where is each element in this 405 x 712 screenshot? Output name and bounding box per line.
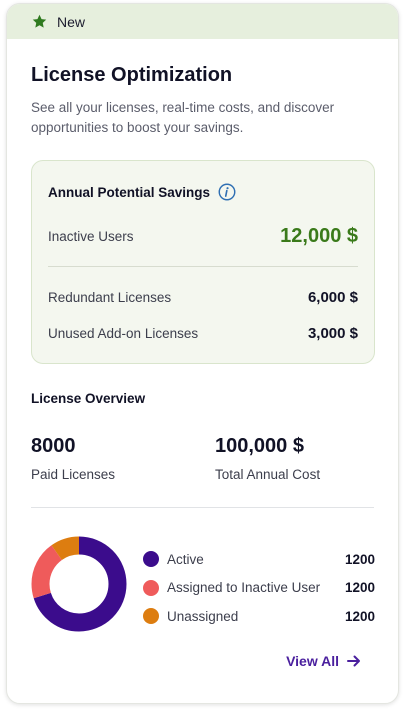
legend-label: Active bbox=[167, 551, 204, 567]
legend-value: 1200 bbox=[344, 551, 375, 567]
legend-item-unassigned: Unassigned 1200 bbox=[143, 602, 375, 631]
donut-segment-assigned-to-inactive-user bbox=[31, 536, 127, 632]
license-optimization-card: New License Optimization See all your li… bbox=[6, 3, 399, 704]
arrow-right-icon bbox=[347, 655, 361, 667]
paid-licenses-label: Paid Licenses bbox=[31, 467, 116, 482]
savings-row-redundant-licenses: Redundant Licenses 6,000 $ bbox=[48, 289, 358, 306]
savings-row-label: Inactive Users bbox=[48, 229, 134, 244]
page-subtitle: See all your licenses, real-time costs, … bbox=[31, 100, 335, 135]
savings-row-label: Unused Add-on Licenses bbox=[48, 326, 199, 341]
legend-dot-unassigned bbox=[143, 608, 159, 625]
savings-row-value: 12,000 $ bbox=[280, 225, 358, 247]
license-donut-chart bbox=[31, 536, 127, 632]
info-icon[interactable] bbox=[218, 183, 236, 201]
page-title: License Optimization bbox=[31, 64, 233, 86]
donut-segment-unassigned bbox=[31, 536, 127, 632]
total-annual-cost-value: 100,000 $ bbox=[215, 435, 304, 457]
savings-title: Annual Potential Savings bbox=[48, 184, 211, 200]
paid-licenses-value: 8000 bbox=[31, 435, 76, 457]
savings-row-value: 3,000 $ bbox=[307, 325, 358, 342]
overview-title: License Overview bbox=[31, 391, 146, 406]
legend-value: 1200 bbox=[344, 580, 375, 596]
legend-dot-assigned-inactive bbox=[143, 579, 159, 596]
view-all-label: View All bbox=[286, 653, 339, 669]
savings-row-inactive-users: Inactive Users 12,000 $ bbox=[48, 225, 358, 248]
savings-row-value: 6,000 $ bbox=[307, 289, 358, 306]
license-legend: Active 1200 Assigned to Inactive User 12… bbox=[143, 545, 375, 631]
legend-label: Assigned to Inactive User bbox=[167, 580, 321, 596]
savings-panel: Annual Potential Savings Inactive Users … bbox=[31, 160, 375, 364]
legend-dot-active bbox=[143, 551, 159, 568]
legend-item-active: Active 1200 bbox=[143, 545, 375, 574]
legend-value: 1200 bbox=[344, 608, 375, 624]
star-icon bbox=[31, 13, 48, 30]
new-banner: New bbox=[7, 4, 398, 39]
savings-row-label: Redundant Licenses bbox=[48, 290, 172, 305]
total-annual-cost-label: Total Annual Cost bbox=[215, 467, 321, 482]
view-all-link[interactable]: View All bbox=[286, 653, 361, 669]
legend-label: Unassigned bbox=[167, 608, 239, 624]
divider bbox=[31, 507, 374, 508]
savings-row-unused-addon: Unused Add-on Licenses 3,000 $ bbox=[48, 325, 358, 342]
legend-item-assigned-inactive: Assigned to Inactive User 1200 bbox=[143, 574, 375, 603]
divider bbox=[48, 266, 358, 267]
new-label: New bbox=[57, 13, 86, 30]
